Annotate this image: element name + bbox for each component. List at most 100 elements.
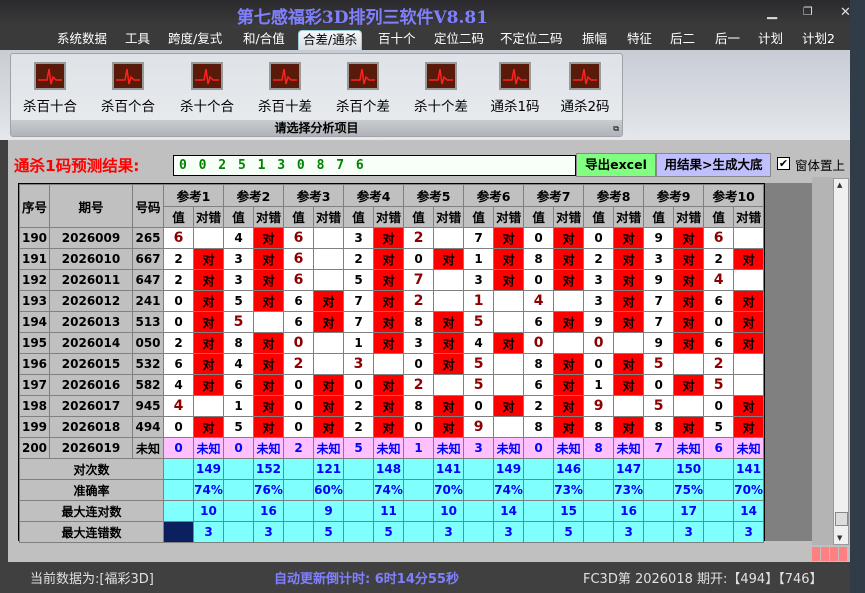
menu-item[interactable]: 跨度/复式: [168, 31, 223, 46]
summary-spacer: [163, 458, 194, 480]
header-ref: 参考2: [223, 184, 285, 207]
minimize-button[interactable]: ▁: [767, 5, 777, 20]
tool-label: 杀百十差: [258, 99, 312, 115]
value-cell: 0: [403, 248, 435, 270]
value-cell: 6: [163, 353, 194, 375]
value-cell: 5: [643, 395, 675, 417]
menu-item[interactable]: 特征: [627, 31, 653, 46]
period-cell: 2026014: [49, 332, 133, 354]
value-cell: 5: [463, 353, 495, 375]
result-cell: 未知: [313, 437, 345, 459]
tool-button[interactable]: 杀百个合: [90, 62, 166, 115]
close-button[interactable]: ✕: [840, 5, 851, 20]
tool-button[interactable]: 杀十个差: [403, 62, 479, 115]
group-expand-icon[interactable]: ⧉: [613, 124, 619, 133]
generate-base-button[interactable]: 用结果>生成大底: [656, 153, 771, 177]
result-cell: 未知: [613, 437, 645, 459]
summary-value: 74%: [373, 479, 405, 501]
tool-button[interactable]: 杀十个合: [169, 62, 245, 115]
summary-spacer: [223, 500, 255, 522]
result-cell: [313, 332, 345, 354]
value-cell: 8: [403, 395, 435, 417]
menu-item[interactable]: 后一: [715, 31, 741, 46]
seq-cell: 194: [19, 311, 50, 333]
scroll-down-icon[interactable]: ▼: [837, 534, 843, 542]
result-cell: [192, 395, 225, 417]
menu-item[interactable]: 合差/通杀: [298, 30, 363, 50]
export-excel-button[interactable]: 导出excel: [576, 153, 656, 177]
result-cell: 对: [613, 227, 645, 249]
seq-cell: 191: [19, 248, 50, 270]
result-cell: 对: [553, 311, 585, 333]
menu-item[interactable]: 不定位二码: [500, 31, 563, 46]
summary-value: 121: [313, 458, 345, 480]
period-cell: 2026013: [49, 311, 133, 333]
tool-button[interactable]: 通杀1码: [477, 62, 553, 115]
topmost-checkbox[interactable]: ✔: [777, 157, 790, 170]
result-cell: 对: [553, 374, 585, 396]
tool-button[interactable]: 杀百十合: [12, 62, 88, 115]
result-cell: 对: [673, 374, 705, 396]
result-cell: 对: [253, 248, 285, 270]
tool-button[interactable]: 杀百十差: [247, 62, 323, 115]
summary-value: 5: [553, 521, 585, 543]
summary-value: 3: [493, 521, 525, 543]
summary-value: 148: [373, 458, 405, 480]
value-cell: 0: [523, 332, 555, 354]
prediction-result-field[interactable]: 0 0 2 5 1 3 0 8 7 6: [173, 155, 576, 176]
period-cell: 2026012: [49, 290, 133, 312]
results-grid: 序号 期号 号码 参考1 参考2 参考3 参考4 参考5 参考6 参考7 参考8 参考9 参考10 值对错…: [18, 183, 765, 543]
scrollbar-thumb[interactable]: [835, 512, 848, 526]
summary-spacer: [643, 458, 675, 480]
menu-item[interactable]: 振幅: [582, 31, 608, 46]
value-cell: 4: [463, 332, 495, 354]
value-cell: 3: [223, 248, 255, 270]
menu-item[interactable]: 系统数据: [57, 31, 108, 46]
value-cell: 3: [583, 269, 615, 291]
tool-button[interactable]: 通杀2码: [547, 62, 623, 115]
menu-item[interactable]: 定位二码: [434, 31, 485, 46]
value-cell: 2: [583, 248, 615, 270]
restore-button[interactable]: ❐: [803, 5, 813, 18]
value-cell: 0: [523, 227, 555, 249]
value-cell: 9: [463, 416, 495, 438]
status-bar: 当前数据为:[福彩3D] 自动更新倒计时: 6时14分55秒 FC3D第 202…: [0, 562, 850, 593]
summary-spacer: [703, 500, 735, 522]
result-cell: 对: [313, 416, 345, 438]
window-border: [850, 0, 865, 593]
value-cell: 5: [223, 311, 255, 333]
value-cell: 8: [523, 248, 555, 270]
summary-value: 60%: [313, 479, 345, 501]
summary-value: 14: [733, 500, 765, 522]
number-cell: 667: [132, 248, 164, 270]
result-cell: 对: [253, 269, 285, 291]
period-cell: 2026017: [49, 395, 133, 417]
menu-item[interactable]: 百十个: [378, 31, 416, 46]
summary-label: 对次数: [19, 458, 164, 480]
header-result: 对错: [613, 205, 645, 228]
menu-item[interactable]: 计划: [758, 31, 784, 46]
tool-button[interactable]: 杀百个差: [325, 62, 401, 115]
result-cell: 未知: [673, 437, 705, 459]
value-cell: 1: [463, 248, 495, 270]
result-cell: 对: [253, 374, 285, 396]
header-ref: 参考3: [283, 184, 345, 207]
result-cell: [493, 311, 525, 333]
value-cell: 2: [343, 248, 375, 270]
menu-item[interactable]: 和/合值: [243, 31, 285, 46]
menu-item[interactable]: 后二: [670, 31, 696, 46]
menu-item[interactable]: 工具: [125, 31, 151, 46]
value-cell: 5: [703, 416, 735, 438]
header-result: 对错: [733, 205, 765, 228]
vertical-scrollbar[interactable]: ▲ ▼: [833, 178, 849, 545]
menu-item[interactable]: 计划2: [802, 31, 835, 46]
summary-spacer: [463, 458, 495, 480]
summary-spacer: [283, 458, 315, 480]
heartbeat-icon: [269, 62, 301, 90]
value-cell: 2: [163, 269, 194, 291]
header-value: 值: [163, 205, 194, 228]
header-result: 对错: [373, 205, 405, 228]
summary-value: 73%: [553, 479, 585, 501]
summary-row: 准确率 74% 76% 60% 74% 70% 74% 73% 73% 75% 70%: [19, 479, 765, 501]
scroll-up-icon[interactable]: ▲: [837, 181, 843, 189]
